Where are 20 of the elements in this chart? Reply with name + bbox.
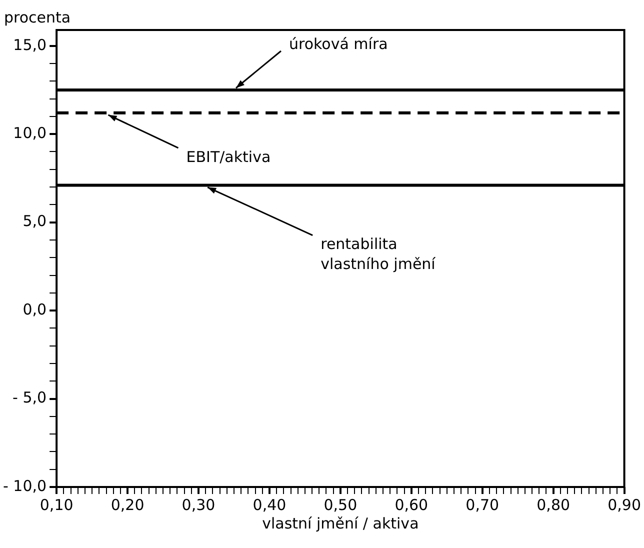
x-tick-label: 0,40 xyxy=(252,496,286,514)
y-tick-label: 0,0 xyxy=(22,300,47,318)
annotation: rentabilita vlastního jmění xyxy=(320,235,436,274)
x-tick-label: 0,10 xyxy=(40,496,74,514)
y-tick-label: 15,0 xyxy=(13,36,47,54)
annotation: úroková míra xyxy=(288,34,388,53)
x-tick-label: 0,50 xyxy=(324,496,358,514)
x-tick-label: 0,30 xyxy=(182,496,216,514)
x-tick-label: 0,90 xyxy=(608,496,642,514)
x-tick-label: 0,70 xyxy=(466,496,500,514)
y-axis-title: procenta xyxy=(4,8,71,26)
y-tick-label: 10,0 xyxy=(13,124,47,142)
x-tick-label: 0,20 xyxy=(110,496,144,514)
y-tick-label: - 5,0 xyxy=(12,388,47,407)
x-tick-label: 0,60 xyxy=(394,496,428,514)
y-tick-label: - 10,0 xyxy=(2,476,47,495)
y-tick-label: 5,0 xyxy=(22,212,47,230)
x-tick-label: 0,80 xyxy=(536,496,570,514)
x-axis-title: vlastní jmění / aktiva xyxy=(262,514,419,532)
annotation: EBIT/aktiva xyxy=(186,148,271,166)
